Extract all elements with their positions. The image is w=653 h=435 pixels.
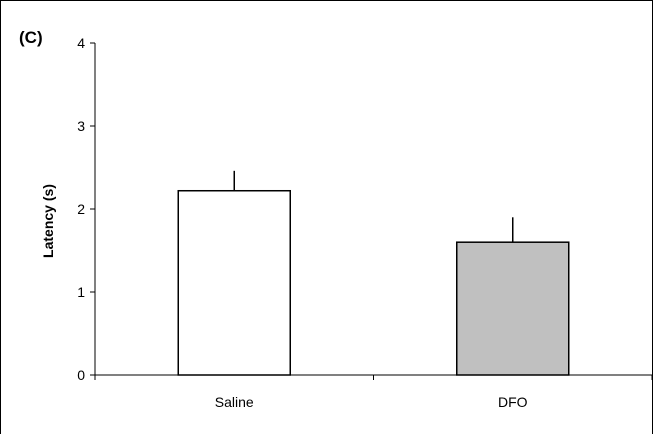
y-axis-title: Latency (s) xyxy=(40,184,56,258)
y-tick-label: 0 xyxy=(77,367,85,383)
y-tick-label: 2 xyxy=(77,201,85,217)
y-tick-label: 1 xyxy=(77,284,85,300)
x-category-label: DFO xyxy=(498,394,528,410)
y-tick-label: 4 xyxy=(77,35,85,51)
bar-saline xyxy=(177,189,291,376)
bar-dfo xyxy=(456,241,570,376)
x-category-label: Saline xyxy=(215,394,254,410)
y-tick-label: 3 xyxy=(77,118,85,134)
panel-label: (C) xyxy=(19,28,43,47)
